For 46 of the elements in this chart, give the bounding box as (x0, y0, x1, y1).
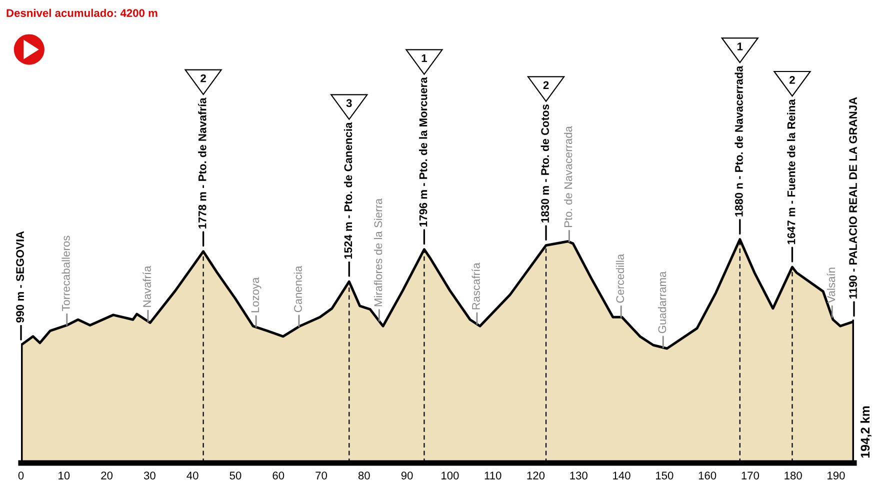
ref-line-label: 1880 n - Pto. de Navacerrada (734, 66, 743, 216)
x-tick-label: 20 (101, 472, 113, 480)
ref-line-label: 1524 m - Pto. de Canencia (344, 122, 352, 259)
x-tick-label: 60 (272, 472, 284, 480)
ref-line-label: 1778 m - Pto. de Navafría (198, 98, 206, 228)
ref-line-label: 1647 m - Fuente de la Reina (787, 99, 796, 244)
annotation: Cercedilla (616, 254, 624, 303)
annotation: Canencia (294, 266, 302, 312)
annotation: Miraflores de la Sierra (374, 198, 382, 306)
text: 194,2 km (860, 406, 872, 458)
x-tick-label: 170 (742, 472, 760, 480)
annotation: Lozoya (251, 277, 262, 312)
x-tick-label: 190 (828, 472, 845, 480)
x-tick-label: 120 (527, 472, 545, 480)
chart-title: Desnivel acumulado: 4200 m (6, 8, 158, 17)
text: 3 (346, 99, 352, 108)
annotation: Rascafría (472, 262, 480, 310)
text: 1 (738, 42, 743, 50)
annotation: Pto. de Navacerrada (564, 126, 572, 227)
text: 2 (543, 81, 549, 89)
ref-line-label: 1796 m - Pto. de la Morcuera (419, 77, 428, 226)
ref-line-label: 1830 m - Pto. de Cotos (540, 104, 550, 222)
annotation: Valsaín (826, 268, 836, 304)
x-tick-label: 10 (58, 472, 70, 480)
annotation: Navafría (142, 266, 151, 307)
x-tick-label: 130 (570, 472, 588, 480)
x-tick-label: 90 (401, 472, 413, 480)
x-tick-label: 180 (784, 472, 802, 480)
x-tick-label: 50 (230, 472, 242, 480)
x-tick-label: 100 (442, 472, 459, 480)
x-tick-label: 150 (656, 472, 674, 480)
text: 1 (422, 54, 427, 62)
ref-line-label: 1190 - PALACIO REAL DE LA GRANJA (849, 97, 857, 298)
x-tick-label: 30 (144, 472, 156, 480)
annotation: Guadarrama (658, 271, 666, 334)
annotation: Torrecaballeros (62, 236, 70, 312)
x-tick-label: 70 (316, 472, 328, 480)
text: 2 (200, 74, 206, 82)
ref-line-label: 990 m - SEGOVIA (16, 231, 24, 323)
x-tick-label: 80 (358, 472, 370, 480)
x-tick-label: 110 (484, 472, 502, 480)
x-tick-label: 0 (18, 472, 24, 480)
x-tick-label: 160 (698, 472, 716, 480)
x-tick-label: 140 (613, 472, 630, 480)
text: 2 (790, 76, 795, 84)
x-tick-label: 40 (186, 472, 198, 480)
